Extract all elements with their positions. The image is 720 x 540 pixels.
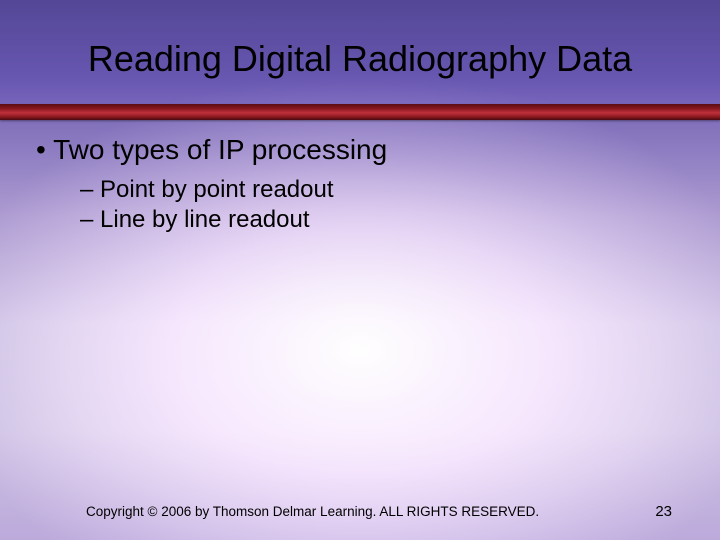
- bullet-level2: Line by line readout: [80, 206, 684, 234]
- divider-band: [0, 104, 720, 120]
- slide-footer: Copyright © 2006 by Thomson Delmar Learn…: [0, 503, 720, 520]
- copyright-text: Copyright © 2006 by Thomson Delmar Learn…: [86, 504, 539, 519]
- page-number: 23: [655, 503, 672, 520]
- slide-title: Reading Digital Radiography Data: [88, 39, 632, 79]
- bullet-level1: Two types of IP processing: [36, 134, 684, 166]
- slide-header: Reading Digital Radiography Data: [0, 0, 720, 112]
- slide: Reading Digital Radiography Data Two typ…: [0, 0, 720, 540]
- bullet-level2: Point by point readout: [80, 176, 684, 204]
- slide-content: Two types of IP processing Point by poin…: [36, 134, 684, 234]
